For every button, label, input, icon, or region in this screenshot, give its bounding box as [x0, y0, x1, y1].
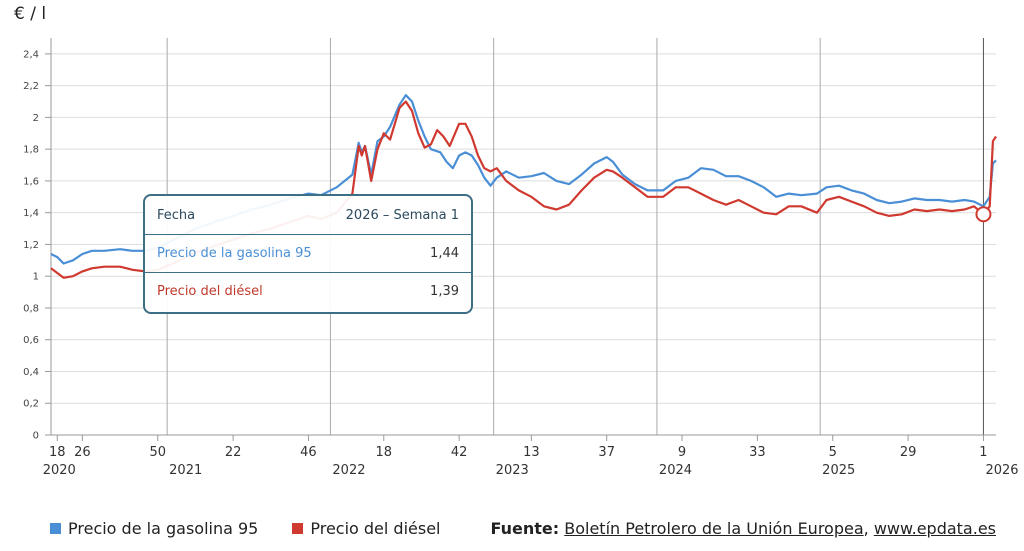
x-year-label-2026: 2026 [985, 463, 1018, 478]
legend-label-diesel: Precio del diésel [310, 518, 441, 538]
legend-swatch-diesel [292, 522, 304, 534]
y-tick-label-12: 2,4 [23, 49, 39, 60]
tooltip-header-row: Fecha 2026 – Semana 1 [145, 196, 471, 234]
tooltip-gasoline-label: Precio de la gasolina 95 [157, 246, 312, 261]
chart-legend: Precio de la gasolina 95 Precio del diés… [50, 516, 1010, 540]
x-year-label-2021: 2021 [169, 463, 202, 478]
x-tick-label-9: 9 [678, 445, 686, 460]
x-tick-labels: 18 26 50 22 46 18 42 13 37 9 33 5 29 1 2020 2021 2022 202… [43, 435, 1019, 478]
x-tick-label-10: 33 [749, 445, 766, 460]
y-tick-label-11: 2,2 [23, 81, 39, 92]
x-tick-label-5: 18 [376, 445, 393, 460]
y-tick-label-1: 0,2 [23, 399, 39, 410]
source-separator: , [863, 518, 874, 538]
tooltip-header-label: Fecha [157, 207, 196, 223]
y-tick-label-3: 0,6 [23, 335, 39, 346]
y-tick-label-8: 1,6 [23, 176, 39, 187]
x-tick-label-13: 1 [979, 445, 987, 460]
x-tick-label-8: 37 [598, 445, 615, 460]
tooltip-row-diesel: Precio del diésel 1,39 [145, 272, 471, 310]
y-tick-label-6: 1,2 [23, 240, 39, 251]
source-link[interactable]: Boletín Petrolero de la Unión Europea [564, 518, 864, 538]
x-tick-label-4: 46 [300, 445, 317, 460]
y-axis-unit-label: € / l [14, 4, 47, 24]
site-link[interactable]: www.epdata.es [873, 518, 996, 538]
legend-label-gasoline: Precio de la gasolina 95 [68, 518, 259, 538]
source-prefix: Fuente [490, 518, 553, 538]
tooltip-diesel-value: 1,39 [430, 284, 459, 299]
y-tick-label-9: 1,8 [23, 145, 39, 156]
x-tick-label-0: 18 [49, 445, 66, 460]
y-tick-label-0: 0 [33, 431, 39, 442]
legend-item-gasoline[interactable]: Precio de la gasolina 95 [50, 519, 258, 538]
tooltip-gasoline-value: 1,44 [430, 246, 459, 261]
x-tick-label-6: 42 [451, 445, 468, 460]
tooltip-diesel-label: Precio del diésel [157, 284, 263, 299]
data-tooltip: Fecha 2026 – Semana 1 Precio de la gasol… [143, 194, 473, 314]
legend-swatch-gasoline [50, 522, 61, 534]
tooltip-row-gasoline: Precio de la gasolina 95 1,44 [145, 234, 471, 272]
price-line-chart: 00,20,40,60,811,21,41,61,822,22,4 18 26 50… [23, 38, 1019, 478]
grid-lines [51, 53, 996, 436]
x-tick-label-11: 5 [829, 445, 837, 460]
x-tick-label-12: 29 [900, 445, 917, 460]
y-tick-label-10: 2 [33, 113, 39, 124]
y-tick-label-5: 1 [33, 272, 39, 283]
x-tick-label-7: 13 [523, 445, 540, 460]
y-tick-label-4: 0,8 [23, 303, 39, 314]
x-year-label-2023: 2023 [496, 463, 529, 478]
y-tick-label-7: 1,4 [23, 208, 39, 219]
x-year-label-2022: 2022 [332, 463, 365, 478]
y-tick-labels: 0 0,2 0,4 0,6 0,8 1 1,2 1,4 1,6 1,8 2 2,2 2,4 [23, 49, 51, 442]
highlight-point-diesel [975, 206, 992, 223]
axes [50, 38, 996, 436]
x-year-label-2020: 2020 [43, 463, 76, 478]
x-tick-label-2: 50 [149, 445, 166, 460]
tooltip-header-value: 2026 – Semana 1 [345, 207, 459, 223]
highlight-markers [975, 206, 992, 223]
x-tick-label-1: 26 [74, 445, 91, 460]
legend-item-diesel[interactable]: Precio del diésel [292, 518, 441, 538]
y-tick-label-2: 0,4 [23, 367, 39, 378]
x-year-label-2025: 2025 [822, 463, 855, 478]
x-tick-label-3: 22 [225, 445, 242, 460]
x-year-label-2024: 2024 [659, 463, 692, 478]
source-credit: Fuente: Boletín Petrolero de la Unión Eu… [490, 518, 996, 538]
